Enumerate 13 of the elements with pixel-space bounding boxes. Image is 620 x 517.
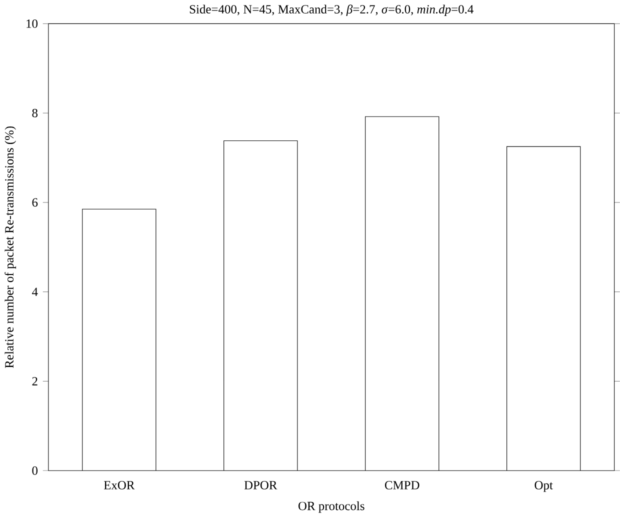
y-tick-label: 6 [32,198,38,206]
y-tick-label: 2 [32,376,38,386]
x-axis-title: OR protocols [298,501,364,513]
y-tick-label: 0 [32,466,38,475]
x-tick-label: Opt [534,480,553,492]
y-tick-label: 10 [26,19,38,28]
x-tick-label: ExOR [104,480,135,490]
y-tick-label: 8 [32,108,38,118]
y-axis-title: Relative number of packet Re-transmissions (%) [4,126,16,368]
x-tick-label: CMPD [384,480,420,490]
y-tick-label: 4 [32,288,38,296]
chart-title: Side=400, N=45, MaxCand=3, β=2.7, σ=6.0, min.dp=0.4 [190,4,474,16]
x-tick-label: DPOR [244,480,278,490]
